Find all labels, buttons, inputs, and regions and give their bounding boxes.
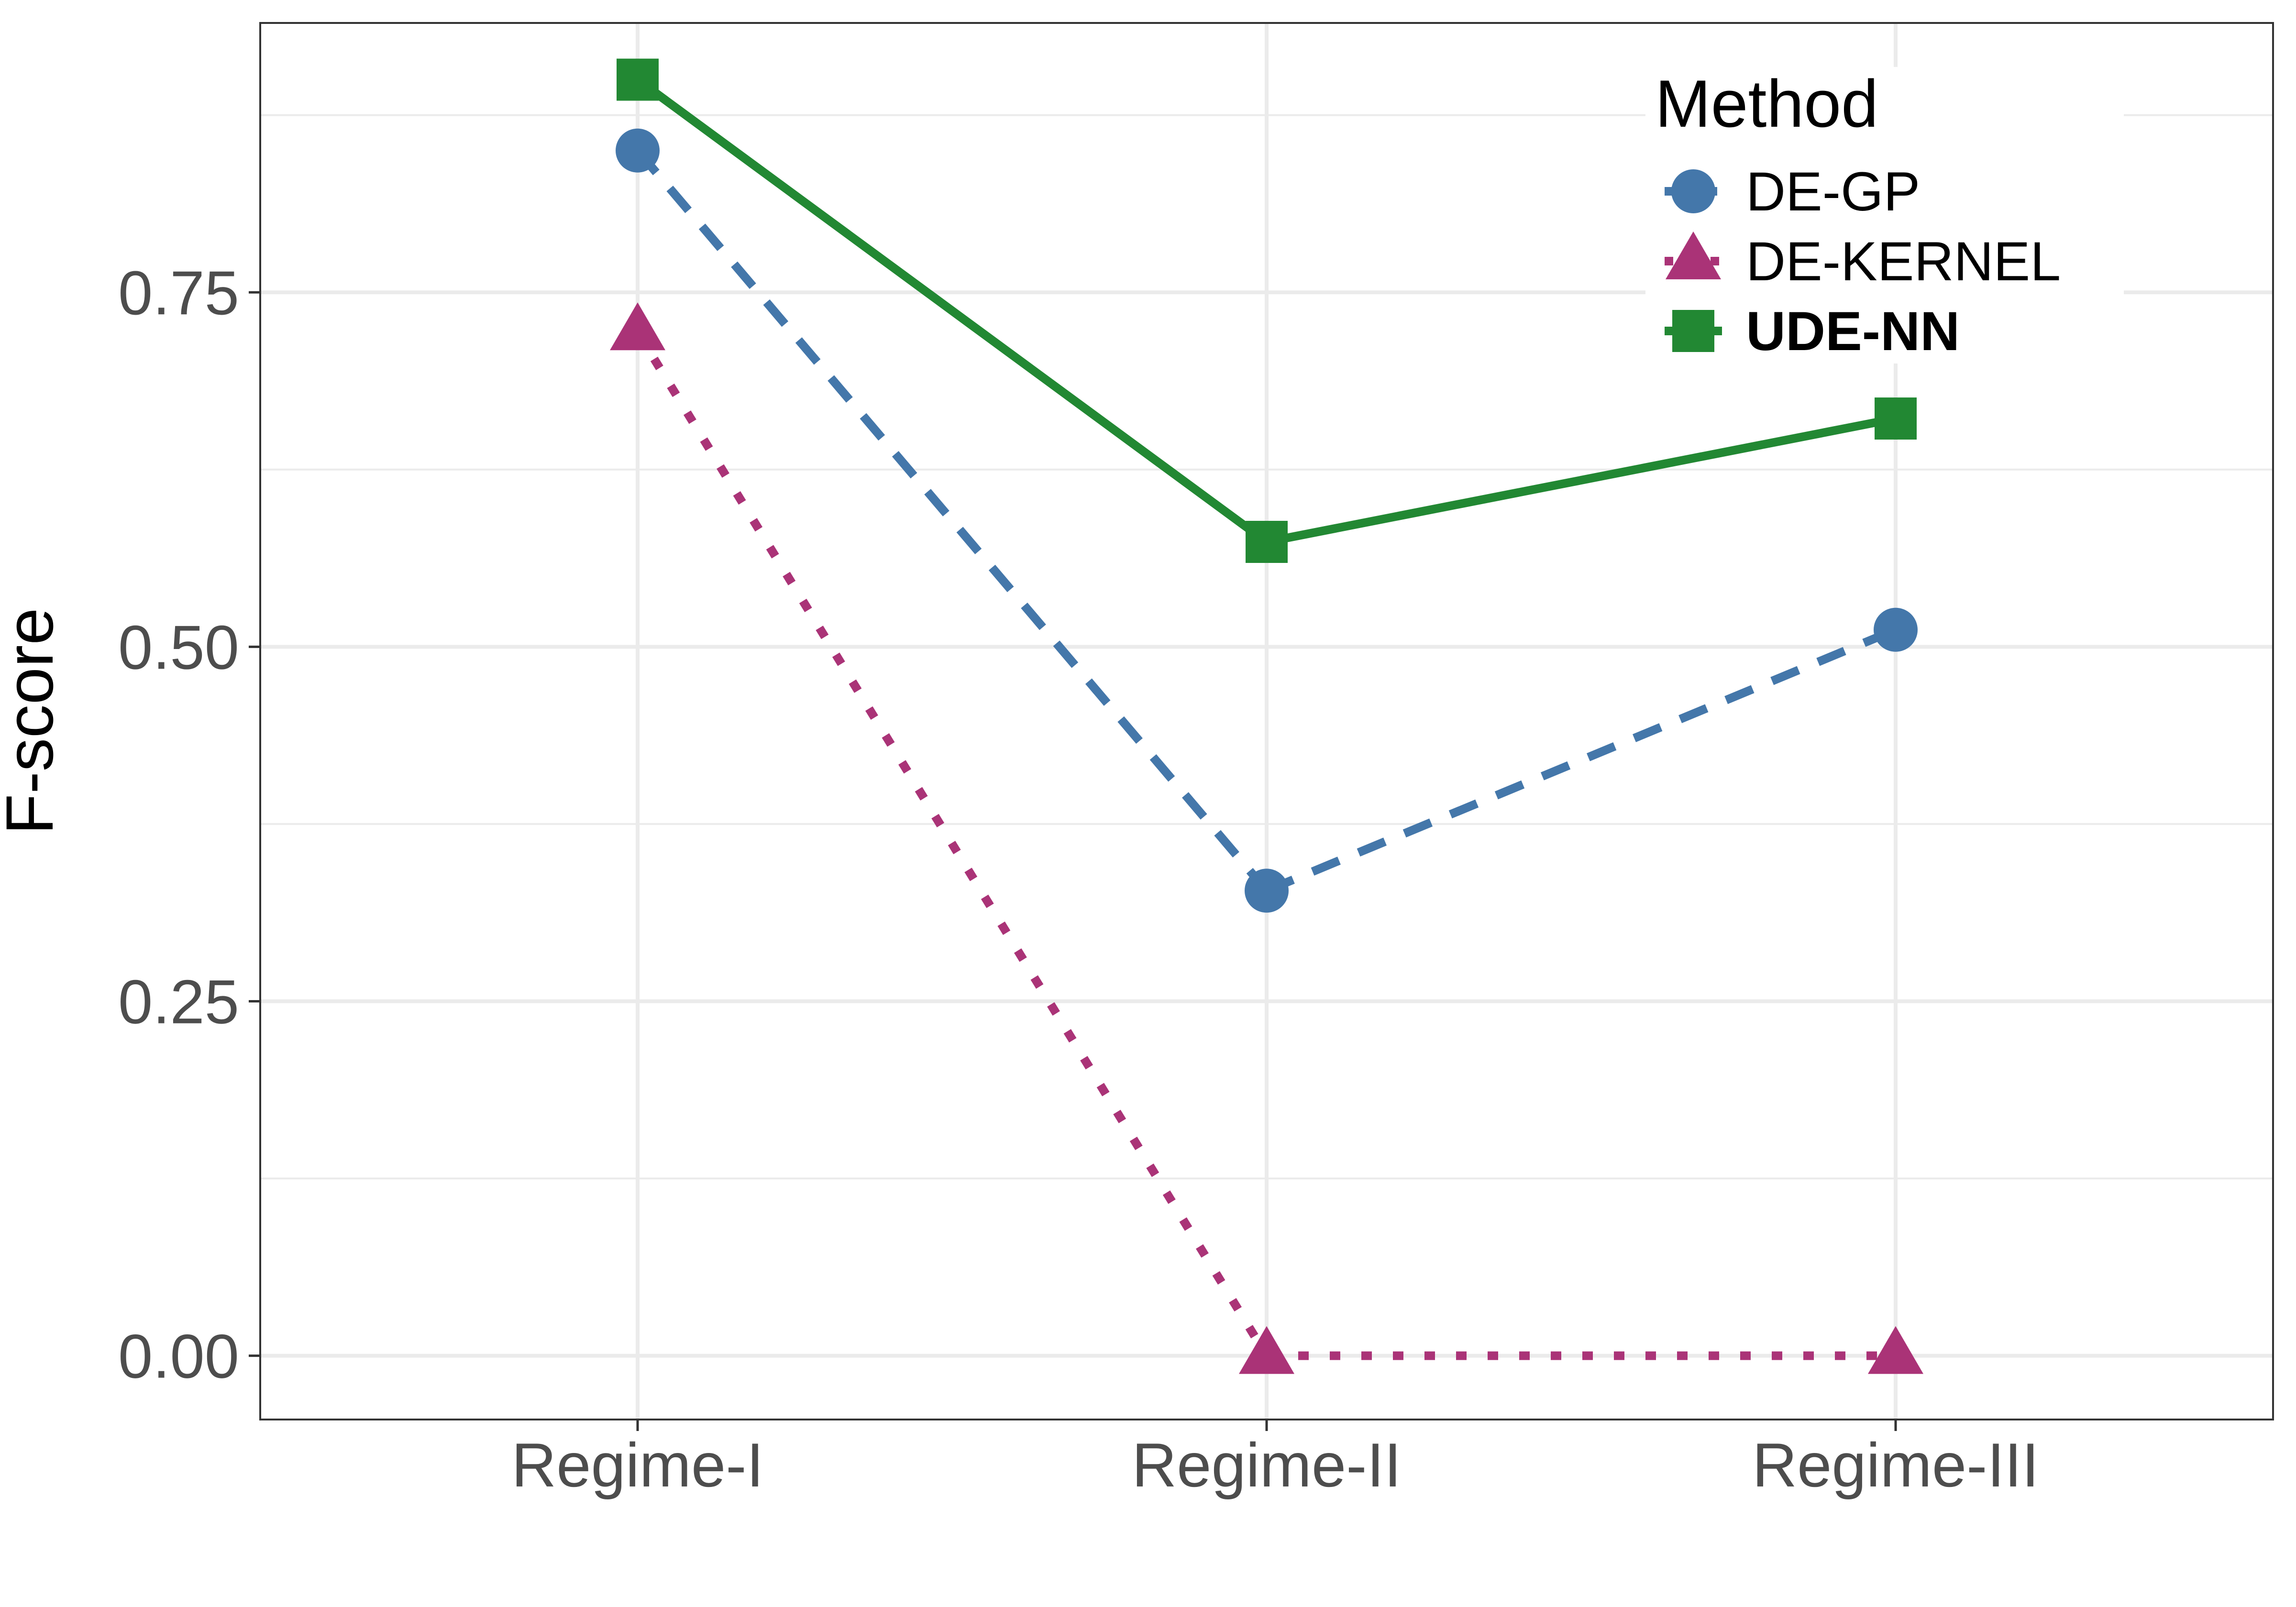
series-layer (610, 58, 1923, 1374)
x-tick-label: Regime-II (1132, 1430, 1401, 1500)
legend-key-marker (1671, 169, 1715, 213)
series-ude-nn (617, 58, 1917, 563)
series-de-kernel (610, 302, 1923, 1374)
legend-background (1645, 67, 2124, 363)
legend-item-ude-nn: UDE-NN (1665, 301, 1960, 362)
legend-title: Method (1655, 66, 1878, 141)
x-tick-label: Regime-III (1752, 1430, 2039, 1500)
legend-label: DE-KERNEL (1746, 231, 2061, 292)
series-line-segment (1265, 626, 1898, 895)
y-tick-label: 0.00 (118, 1321, 239, 1391)
data-point (617, 58, 659, 101)
y-axis-title: F-score (0, 608, 67, 835)
data-point (1246, 520, 1288, 563)
axes: 0.00 0.25 0.50 0.75 Regime-I Regime-II Regime-… (118, 258, 2039, 1500)
series-de-gp (616, 128, 1918, 913)
series-line-segment (635, 76, 1269, 546)
data-point (1239, 1326, 1294, 1374)
y-tick-label: 0.50 (118, 612, 239, 682)
legend-key-marker (1672, 310, 1714, 352)
legend-label: DE-GP (1746, 161, 1920, 222)
data-point (616, 128, 660, 173)
series-line-segment (634, 147, 1270, 894)
data-point (1874, 607, 1918, 652)
data-point (1245, 869, 1289, 913)
data-point (1868, 1326, 1923, 1374)
legend-key-marker (1666, 231, 1721, 279)
y-tick-label: 0.75 (118, 258, 239, 328)
legend: Method DE-GP DE-KERNEL UDE-NN (1645, 66, 2124, 363)
legend-label: UDE-NN (1746, 301, 1960, 362)
x-tick-label: Regime-I (511, 1430, 763, 1500)
series-line-segment (634, 330, 1270, 1358)
grid (260, 23, 2273, 1420)
series-line-segment (1266, 414, 1897, 546)
legend-item-de-kernel: DE-KERNEL (1665, 231, 2061, 292)
data-point (1875, 397, 1917, 440)
y-tick-label: 0.25 (118, 967, 239, 1036)
legend-item-de-gp: DE-GP (1665, 161, 1920, 222)
data-point (610, 302, 665, 351)
